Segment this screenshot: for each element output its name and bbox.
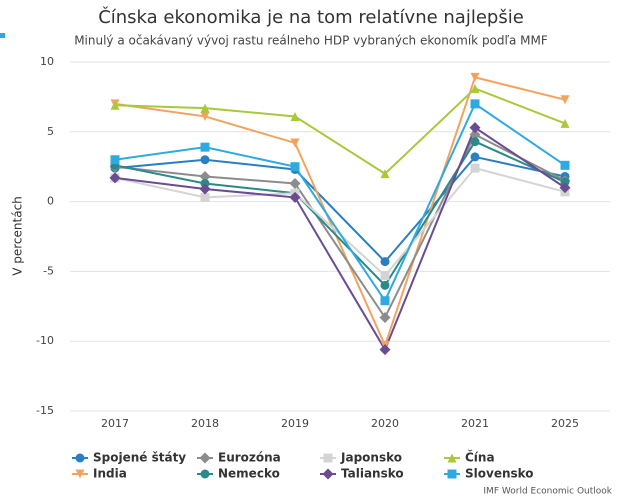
data-point	[380, 296, 390, 306]
data-point	[470, 72, 480, 82]
y-tick-label: -10	[36, 334, 54, 347]
legend-label: Taliansko	[341, 467, 404, 481]
data-point	[379, 344, 391, 356]
data-point	[559, 182, 571, 194]
data-point	[289, 191, 301, 203]
x-tick-label: 2017	[101, 417, 129, 430]
x-tick-label: 2025	[551, 417, 579, 430]
legend-label: Spojené štáty	[93, 451, 186, 465]
legend-label: Čína	[465, 450, 495, 465]
series-line	[114, 140, 566, 287]
data-point	[560, 95, 570, 105]
data-point	[380, 257, 390, 267]
series-line	[114, 166, 566, 278]
legend-label: Japonsko	[340, 451, 402, 465]
legend-marker	[200, 469, 210, 479]
series-line	[114, 155, 566, 264]
data-point	[469, 122, 481, 134]
data-point	[290, 162, 300, 172]
data-point	[470, 137, 480, 147]
data-point	[200, 178, 210, 188]
legend-label: India	[93, 467, 127, 481]
y-tick-label: -5	[43, 264, 54, 277]
chart-title: Čínska ekonomika je na tom relatívne naj…	[98, 6, 524, 28]
data-point	[380, 169, 390, 179]
series-line	[114, 87, 566, 175]
data-point	[110, 100, 120, 110]
data-point	[200, 103, 210, 113]
series-line	[114, 76, 566, 349]
y-axis-label: V percentách	[11, 196, 25, 276]
legend-marker	[323, 453, 333, 463]
decor-square	[0, 33, 5, 38]
data-point	[470, 152, 480, 162]
data-point	[560, 160, 570, 170]
legend-label: Nemecko	[218, 467, 280, 481]
x-tick-label: 2021	[461, 417, 489, 430]
data-point	[199, 170, 211, 182]
series-line	[114, 126, 566, 352]
data-point	[470, 99, 480, 109]
data-point	[110, 155, 120, 165]
data-point	[380, 280, 390, 290]
legend-marker	[322, 468, 334, 480]
y-tick-label: 5	[47, 125, 54, 138]
data-point	[560, 177, 570, 187]
data-point	[200, 155, 210, 165]
data-point	[379, 311, 391, 323]
series-line	[114, 102, 566, 303]
x-tick-label: 2018	[191, 417, 219, 430]
legend-marker	[199, 452, 211, 464]
x-tick-label: 2020	[371, 417, 399, 430]
data-point	[560, 118, 570, 128]
data-point	[200, 111, 210, 121]
data-point	[470, 163, 480, 173]
data-point	[200, 142, 210, 152]
legend-marker	[447, 469, 457, 479]
x-tick-label: 2019	[281, 417, 309, 430]
data-point	[469, 129, 481, 141]
data-point	[200, 192, 210, 202]
source: IMF World Economic Outlook	[483, 487, 612, 497]
data-point	[199, 183, 211, 195]
data-point	[290, 111, 300, 121]
data-point	[380, 271, 390, 281]
data-point	[290, 138, 300, 148]
y-tick-label: 10	[40, 55, 54, 68]
legend-marker	[75, 453, 85, 463]
data-point	[470, 84, 480, 94]
data-point	[109, 172, 121, 184]
chart-subtitle: Minulý a očakávaný vývoj rastu reálneho …	[74, 34, 548, 48]
y-tick-label: -15	[36, 404, 54, 417]
series-line	[114, 133, 566, 320]
legend-label: Slovensko	[465, 467, 534, 481]
legend-marker	[75, 469, 85, 479]
legend-marker	[447, 453, 457, 463]
data-point	[289, 177, 301, 189]
legend-label: Eurozóna	[218, 451, 281, 465]
y-tick-label: 0	[47, 195, 54, 208]
